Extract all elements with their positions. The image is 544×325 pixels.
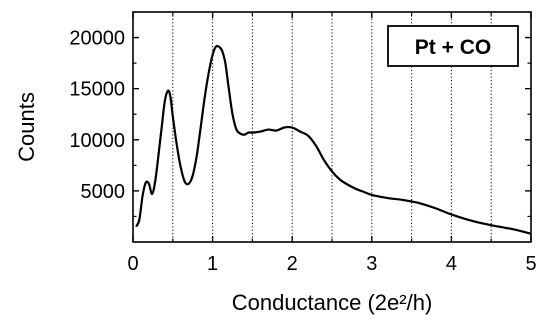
x-axis-title: Conductance (2e²/h)	[232, 290, 433, 315]
x-tick-label: 4	[446, 253, 457, 275]
annotation-box	[387, 25, 519, 67]
series-group	[135, 44, 532, 235]
y-tick-label: 5000	[81, 181, 126, 203]
series-line	[135, 44, 532, 235]
x-tick-label: 3	[366, 253, 377, 275]
axes	[132, 11, 532, 243]
x-tick-label: 0	[127, 253, 138, 275]
y-tick-label: 10000	[69, 130, 125, 152]
y-tick-label: 15000	[69, 79, 125, 101]
y-axis-title: Counts	[14, 92, 39, 162]
x-tick-label: 5	[525, 253, 536, 275]
annotation-group: Pt + CO	[387, 25, 519, 67]
annotation-label: Pt + CO	[415, 36, 491, 59]
axis-labels: 0 1 2 3 4 5 5000 10000 15000 20000 Conductance (2e…	[14, 28, 537, 315]
x-tick-label: 2	[287, 253, 298, 275]
x-tick-label: 1	[207, 253, 218, 275]
y-tick-label: 20000	[69, 28, 125, 50]
